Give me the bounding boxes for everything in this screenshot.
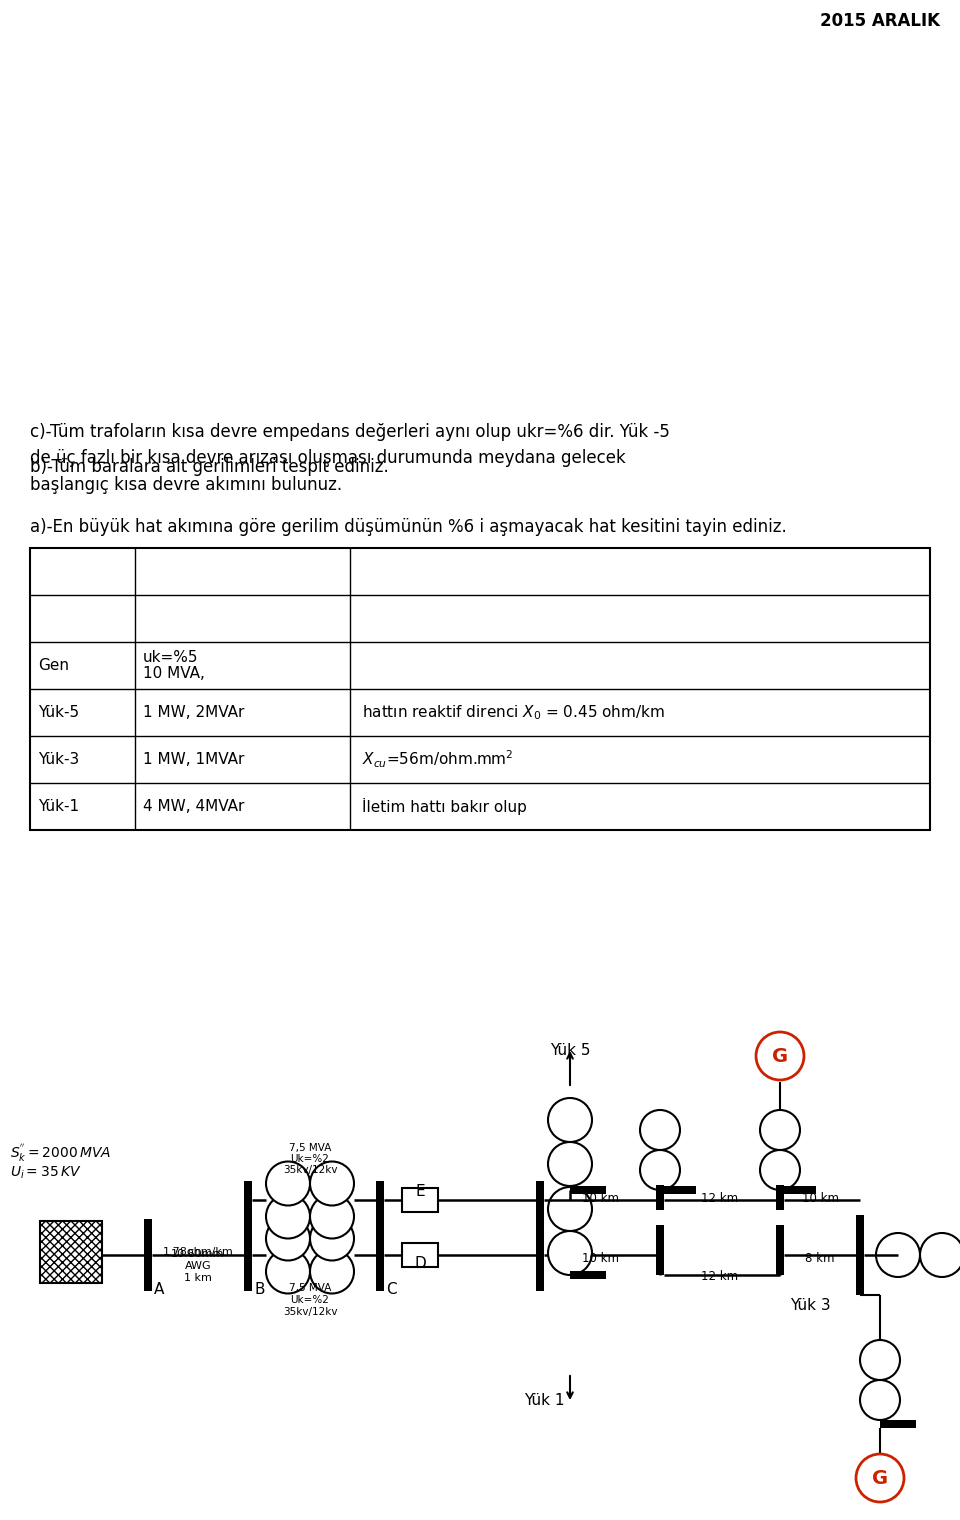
Text: 2015 ARALIK: 2015 ARALIK	[820, 12, 940, 30]
Text: c)-Tüm trafoların kısa devre empedans değerleri aynı olup ukr=%6 dir. Yük -5
de : c)-Tüm trafoların kısa devre empedans de…	[30, 423, 670, 494]
Text: Yük-1: Yük-1	[38, 800, 79, 815]
Text: 12 km: 12 km	[702, 1271, 738, 1283]
Text: a)-En büyük hat akımına göre gerilim düşümünün %6 i aşmayacak hat kesitini tayin: a)-En büyük hat akımına göre gerilim düş…	[30, 518, 787, 537]
Text: B: B	[254, 1281, 265, 1297]
Text: C: C	[386, 1281, 396, 1297]
Bar	[570, 1271, 606, 1278]
Circle shape	[548, 1231, 592, 1275]
Circle shape	[310, 1195, 354, 1239]
Text: AWG: AWG	[184, 1262, 211, 1271]
Bar	[376, 1181, 384, 1290]
Bar	[402, 1243, 438, 1268]
Circle shape	[760, 1110, 800, 1151]
Text: Uk=%2: Uk=%2	[291, 1295, 329, 1306]
Text: Gen: Gen	[38, 658, 69, 673]
Circle shape	[310, 1216, 354, 1260]
Text: Yük 1: Yük 1	[524, 1392, 565, 1408]
Circle shape	[310, 1249, 354, 1294]
Text: Yük 5: Yük 5	[550, 1043, 590, 1058]
Text: 4 MW, 4MVAr: 4 MW, 4MVAr	[143, 800, 245, 815]
Text: $S_k^{''} = 2000\,MVA$: $S_k^{''} = 2000\,MVA$	[10, 1143, 111, 1164]
Text: 10 MVA,: 10 MVA,	[143, 666, 204, 681]
Bar	[40, 1221, 102, 1283]
Text: 1.78ohm/km: 1.78ohm/km	[162, 1246, 233, 1257]
Circle shape	[266, 1216, 310, 1260]
Circle shape	[548, 1142, 592, 1186]
Circle shape	[640, 1151, 680, 1190]
Text: Yük-3: Yük-3	[38, 752, 80, 768]
Text: 10 km: 10 km	[582, 1192, 618, 1205]
Bar	[402, 1189, 438, 1211]
Bar	[780, 1186, 816, 1195]
Bar	[570, 1186, 606, 1195]
Text: G: G	[772, 1046, 788, 1066]
Circle shape	[856, 1455, 904, 1502]
Bar	[536, 1181, 544, 1290]
Text: 10.60mm: 10.60mm	[171, 1249, 225, 1259]
Bar	[776, 1186, 784, 1210]
Bar	[856, 1214, 864, 1295]
Text: $X_{cu}$=56m/ohm.mm$^2$: $X_{cu}$=56m/ohm.mm$^2$	[362, 749, 514, 771]
Text: $U_i = 35\,KV$: $U_i = 35\,KV$	[10, 1164, 82, 1181]
Bar	[656, 1225, 664, 1275]
Bar	[880, 1420, 916, 1427]
Text: E: E	[415, 1184, 425, 1199]
Text: A: A	[154, 1281, 164, 1297]
Bar	[244, 1181, 252, 1290]
Circle shape	[920, 1233, 960, 1277]
Text: 1 km: 1 km	[184, 1274, 212, 1283]
Bar	[30, 549, 930, 830]
Text: uk=%5: uk=%5	[143, 651, 199, 666]
Circle shape	[876, 1233, 920, 1277]
Circle shape	[860, 1380, 900, 1420]
Bar	[144, 1219, 152, 1290]
Bar	[660, 1186, 696, 1195]
Text: İletim hattı bakır olup: İletim hattı bakır olup	[362, 798, 527, 815]
Text: G: G	[872, 1468, 888, 1488]
Text: hattın reaktif direnci $X_0$ = 0.45 ohm/km: hattın reaktif direnci $X_0$ = 0.45 ohm/…	[362, 704, 665, 722]
Circle shape	[640, 1110, 680, 1151]
Circle shape	[266, 1195, 310, 1239]
Text: 7,5 MVA: 7,5 MVA	[289, 1143, 331, 1154]
Text: 35kv/12kv: 35kv/12kv	[283, 1164, 337, 1175]
Circle shape	[548, 1187, 592, 1231]
Text: D: D	[414, 1256, 426, 1271]
Text: b)-Tüm baralara ait gerilimleri tespit ediniz.: b)-Tüm baralara ait gerilimleri tespit e…	[30, 458, 389, 476]
Text: 7,5 MVA: 7,5 MVA	[289, 1283, 331, 1294]
Bar	[776, 1225, 784, 1275]
Circle shape	[310, 1161, 354, 1205]
Circle shape	[548, 1097, 592, 1142]
Text: Yük-5: Yük-5	[38, 705, 79, 720]
Circle shape	[266, 1249, 310, 1294]
Circle shape	[756, 1032, 804, 1081]
Text: 1 MW, 2MVAr: 1 MW, 2MVAr	[143, 705, 245, 720]
Circle shape	[860, 1341, 900, 1380]
Text: 10 km: 10 km	[582, 1252, 618, 1265]
Text: 8 km: 8 km	[805, 1252, 835, 1265]
Circle shape	[266, 1161, 310, 1205]
Circle shape	[760, 1151, 800, 1190]
Text: 10 km: 10 km	[802, 1192, 838, 1205]
Text: Yük 3: Yük 3	[790, 1298, 830, 1313]
Bar	[656, 1186, 664, 1210]
Text: 1 MW, 1MVAr: 1 MW, 1MVAr	[143, 752, 245, 768]
Text: 12 km: 12 km	[702, 1192, 738, 1205]
Text: Uk=%2: Uk=%2	[291, 1154, 329, 1164]
Text: 35kv/12kv: 35kv/12kv	[283, 1307, 337, 1316]
